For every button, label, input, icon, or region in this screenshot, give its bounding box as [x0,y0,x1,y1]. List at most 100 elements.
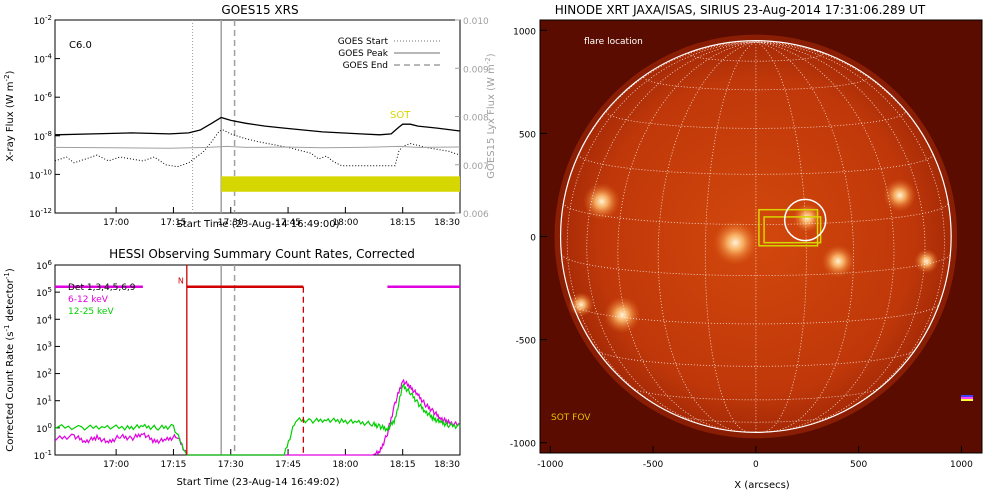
goes-x-tick-label: 17:00 [103,218,129,228]
xrt-y-tick-label: -1000 [510,440,536,450]
goes-x-tick-label: 18:30 [434,218,460,228]
goes-x-label: Start Time (23-Aug-14 16:49:00) [176,219,339,230]
xrt-x-label: X (arcsecs) [734,480,790,491]
xrt-x-tick-label: 1000 [950,460,973,470]
latitude-line [605,111,906,129]
xrt-color-mark-magenta [961,397,973,399]
goes-sot-label: SOT [390,110,411,121]
hessi-legend: Det 1,3,4,5,6,9 6-12 keV 12-25 keV [68,283,136,317]
active-region [914,248,939,274]
flare-location-circle [783,198,827,242]
hessi-night-indicator [55,265,460,455]
hessi-x-tick-label: 18:15 [390,460,416,470]
hessi-series-line-0 [54,378,461,456]
xrt-y-axis: 1000 500 0 -500 -1000 [510,27,547,450]
goes-y-tick-label: 10-6 [34,91,53,104]
xrt-y-tick-label: 0 [530,234,536,244]
goes-x-tick-label: 17:15 [160,218,186,228]
goes-x-tick-label: 18:15 [390,218,416,228]
goes-xrs-panel: GOES15 XRS 10-2 10-4 10-6 10-8 10-10 10-12 0.… [3,3,497,230]
active-region [712,220,758,266]
goes-y2-tick-label: 0.007 [463,162,489,172]
xrt-color-mark-yellow [961,399,973,401]
sot-fov-box [763,216,822,244]
active-regions [568,178,939,334]
longitude-line [755,41,952,237]
active-region [583,182,621,221]
hessi-y-tick-label: 101 [36,395,52,408]
goes-y-tick-label: 10-4 [34,53,53,66]
longitude-line [560,41,756,237]
latitude-line [578,154,934,175]
goes-y2-tick-label: 0.008 [463,114,489,124]
goes-x-tick-label: 17:30 [218,218,244,228]
goes-x-tick-label: 18:00 [332,218,358,228]
goes-y2-tick-label: 0.006 [463,210,489,220]
goes-series-line-0 [54,116,461,136]
hessi-night-label: N [178,277,184,286]
hessi-y-tick-label: 106 [36,259,52,272]
longitude-line [657,41,756,433]
goes-y2-label: GOES15 Lyx Flux (W m-2) [484,53,497,179]
hessi-x-tick-label: 17:30 [218,460,244,470]
xrt-sot-fov-label: SOT FOV [551,413,591,423]
hessi-legend-label: 12-25 keV [68,307,114,317]
xrt-x-tick-label: 0 [753,460,759,470]
goes-legend-label: GOES Peak [338,49,388,59]
goes-series-line-1 [54,129,461,168]
hessi-y-tick-label: 103 [36,340,52,353]
hessi-legend-label: 6-12 keV [68,295,109,305]
hessi-y-tick-label: 104 [36,313,52,326]
longitude-line [755,41,854,433]
hessi-legend-label: Det 1,3,4,5,6,9 [68,283,136,293]
goes-y-tick-label: 10-12 [29,207,52,220]
longitude-line [704,41,757,433]
xrt-x-tick-label: 500 [850,460,867,470]
goes-y-tick-label: 10-10 [29,168,52,181]
flare-circle [783,198,827,242]
goes-class-label: C6.0 [69,40,92,51]
longitude-line [586,41,756,428]
xrt-y-tick-label: 500 [519,130,536,140]
xrt-x-tick-label: -1000 [537,460,563,470]
hessi-x-tick-label: 18:00 [332,460,358,470]
xrt-y-tick-label: -500 [516,337,537,347]
hessi-x-axis: 17:00 17:15 17:30 17:45 18:00 18:15 18:30 [103,449,461,470]
hessi-y-tick-label: 105 [36,286,52,299]
active-region [603,296,641,334]
goes-legend: GOES Start GOES Peak GOES End [338,37,440,71]
goes-y-tick-label: 10-8 [34,130,52,143]
hessi-panel: HESSI Observing Summary Count Rates, Cor… [3,247,461,488]
hessi-title: HESSI Observing Summary Count Rates, Cor… [109,247,415,261]
goes-x-axis: 17:00 17:15 17:30 17:45 18:00 18:15 18:30 [103,207,461,228]
hessi-x-label: Start Time (23-Aug-14 16:49:02) [176,477,339,488]
heliographic-grid [559,40,952,433]
hessi-series-group [54,378,461,456]
active-region [883,178,917,212]
xrt-y-tick-label: 1000 [513,27,536,37]
goes-title: GOES15 XRS [221,3,298,17]
goes-series-line-2 [54,145,461,149]
active-region [792,203,822,233]
hessi-x-tick-label: 17:00 [103,460,129,470]
hessi-y-label: Corrected Count Rate (s-1 detector-1) [3,268,16,452]
hessi-y-tick-label: 102 [36,368,52,381]
goes-x-tick-label: 17:45 [275,218,301,228]
hessi-series-line-1 [54,383,461,456]
goes-y2-axis: 0.010 0.009 0.008 0.007 0.006 [455,17,489,220]
hessi-plot-frame [54,264,461,456]
goes-y2-tick-label: 0.010 [463,17,489,27]
xrt-title: HINODE XRT JAXA/ISAS, SIRIUS 23-Aug-2014… [555,3,926,17]
xrt-color-mark-blue [961,395,973,397]
goes-y-tick-label: 10-2 [34,14,52,27]
hessi-x-tick-label: 17:45 [275,460,301,470]
hessi-y-tick-label: 100 [36,422,52,435]
xrt-x-axis: -1000 -500 0 500 1000 [537,446,973,470]
goes-sot-coverage-bar [221,176,460,192]
hessi-y-axis: 106 105 104 103 102 101 100 10-1 [34,259,60,462]
sot-fov-boxes [758,208,822,247]
hessi-x-tick-label: 18:30 [434,460,460,470]
xrt-image-panel: HINODE XRT JAXA/ISAS, SIRIUS 23-Aug-2014… [510,3,983,491]
goes-y-axis: 10-2 10-4 10-6 10-8 10-10 10-12 [29,14,60,220]
